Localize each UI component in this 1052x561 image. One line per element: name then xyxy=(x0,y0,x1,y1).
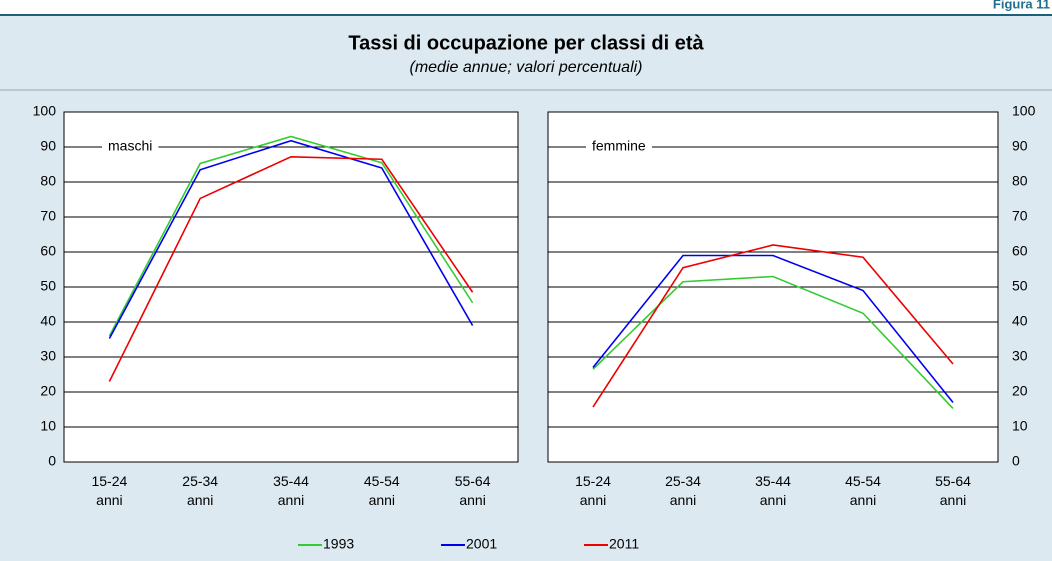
y-tick-label: 10 xyxy=(40,418,56,434)
y-tick-label: 0 xyxy=(48,453,56,469)
y-tick-label: 80 xyxy=(1012,173,1028,189)
legend-label: 1993 xyxy=(323,536,354,552)
x-tick-label: 45-54 anni xyxy=(845,473,881,508)
y-tick-label: 90 xyxy=(1012,138,1028,154)
x-tick-label: 35-44 anni xyxy=(755,473,791,508)
series-line xyxy=(108,155,474,382)
y-tick-label: 40 xyxy=(40,313,56,329)
x-tick-label: 55-64 anni xyxy=(935,473,971,508)
y-tick-label: 40 xyxy=(1012,313,1028,329)
y-tick-label: 70 xyxy=(1012,208,1028,224)
series-line xyxy=(108,139,474,339)
y-tick-label: 70 xyxy=(40,208,56,224)
plot-border xyxy=(63,111,519,463)
panel-label: femmine xyxy=(592,138,646,154)
x-tick-label: 35-44 anni xyxy=(273,473,309,508)
x-tick-label: 25-34 anni xyxy=(182,473,219,508)
y-tick-label: 80 xyxy=(40,173,56,189)
y-tick-label: 100 xyxy=(1012,103,1036,119)
legend-label: 2011 xyxy=(609,536,639,552)
series-line xyxy=(592,275,954,409)
x-tick-label: 15-24 anni xyxy=(91,473,128,508)
y-tick-label: 90 xyxy=(40,138,56,154)
series-line xyxy=(592,244,954,408)
chart-subtitle: (medie annue; valori percentuali) xyxy=(409,59,642,76)
x-tick-label: 25-34 anni xyxy=(665,473,701,508)
label-bg xyxy=(102,137,159,154)
y-tick-label: 60 xyxy=(1012,243,1028,259)
y-tick-label: 0 xyxy=(1012,453,1020,469)
chart-title: Tassi di occupazione per classi di età xyxy=(348,32,704,54)
plot-border xyxy=(547,111,999,463)
x-tick-label: 15-24 anni xyxy=(575,473,611,508)
y-tick-label: 20 xyxy=(1012,383,1028,399)
y-tick-label: 10 xyxy=(1012,418,1028,434)
series-line xyxy=(592,254,954,404)
figure-label: Figura 11 xyxy=(993,0,1050,11)
panel-label: maschi xyxy=(108,138,152,154)
legend-label: 2001 xyxy=(466,536,497,552)
y-tick-label: 60 xyxy=(40,243,56,259)
y-tick-label: 30 xyxy=(1012,348,1028,364)
series-line xyxy=(108,135,474,337)
y-tick-label: 20 xyxy=(40,383,56,399)
label-bg xyxy=(586,137,652,154)
y-tick-label: 30 xyxy=(40,348,56,364)
y-tick-label: 100 xyxy=(33,103,57,119)
y-tick-label: 50 xyxy=(40,278,56,294)
x-tick-label: 45-54 anni xyxy=(363,473,400,508)
x-tick-label: 55-64 anni xyxy=(454,473,491,508)
y-tick-label: 50 xyxy=(1012,278,1028,294)
